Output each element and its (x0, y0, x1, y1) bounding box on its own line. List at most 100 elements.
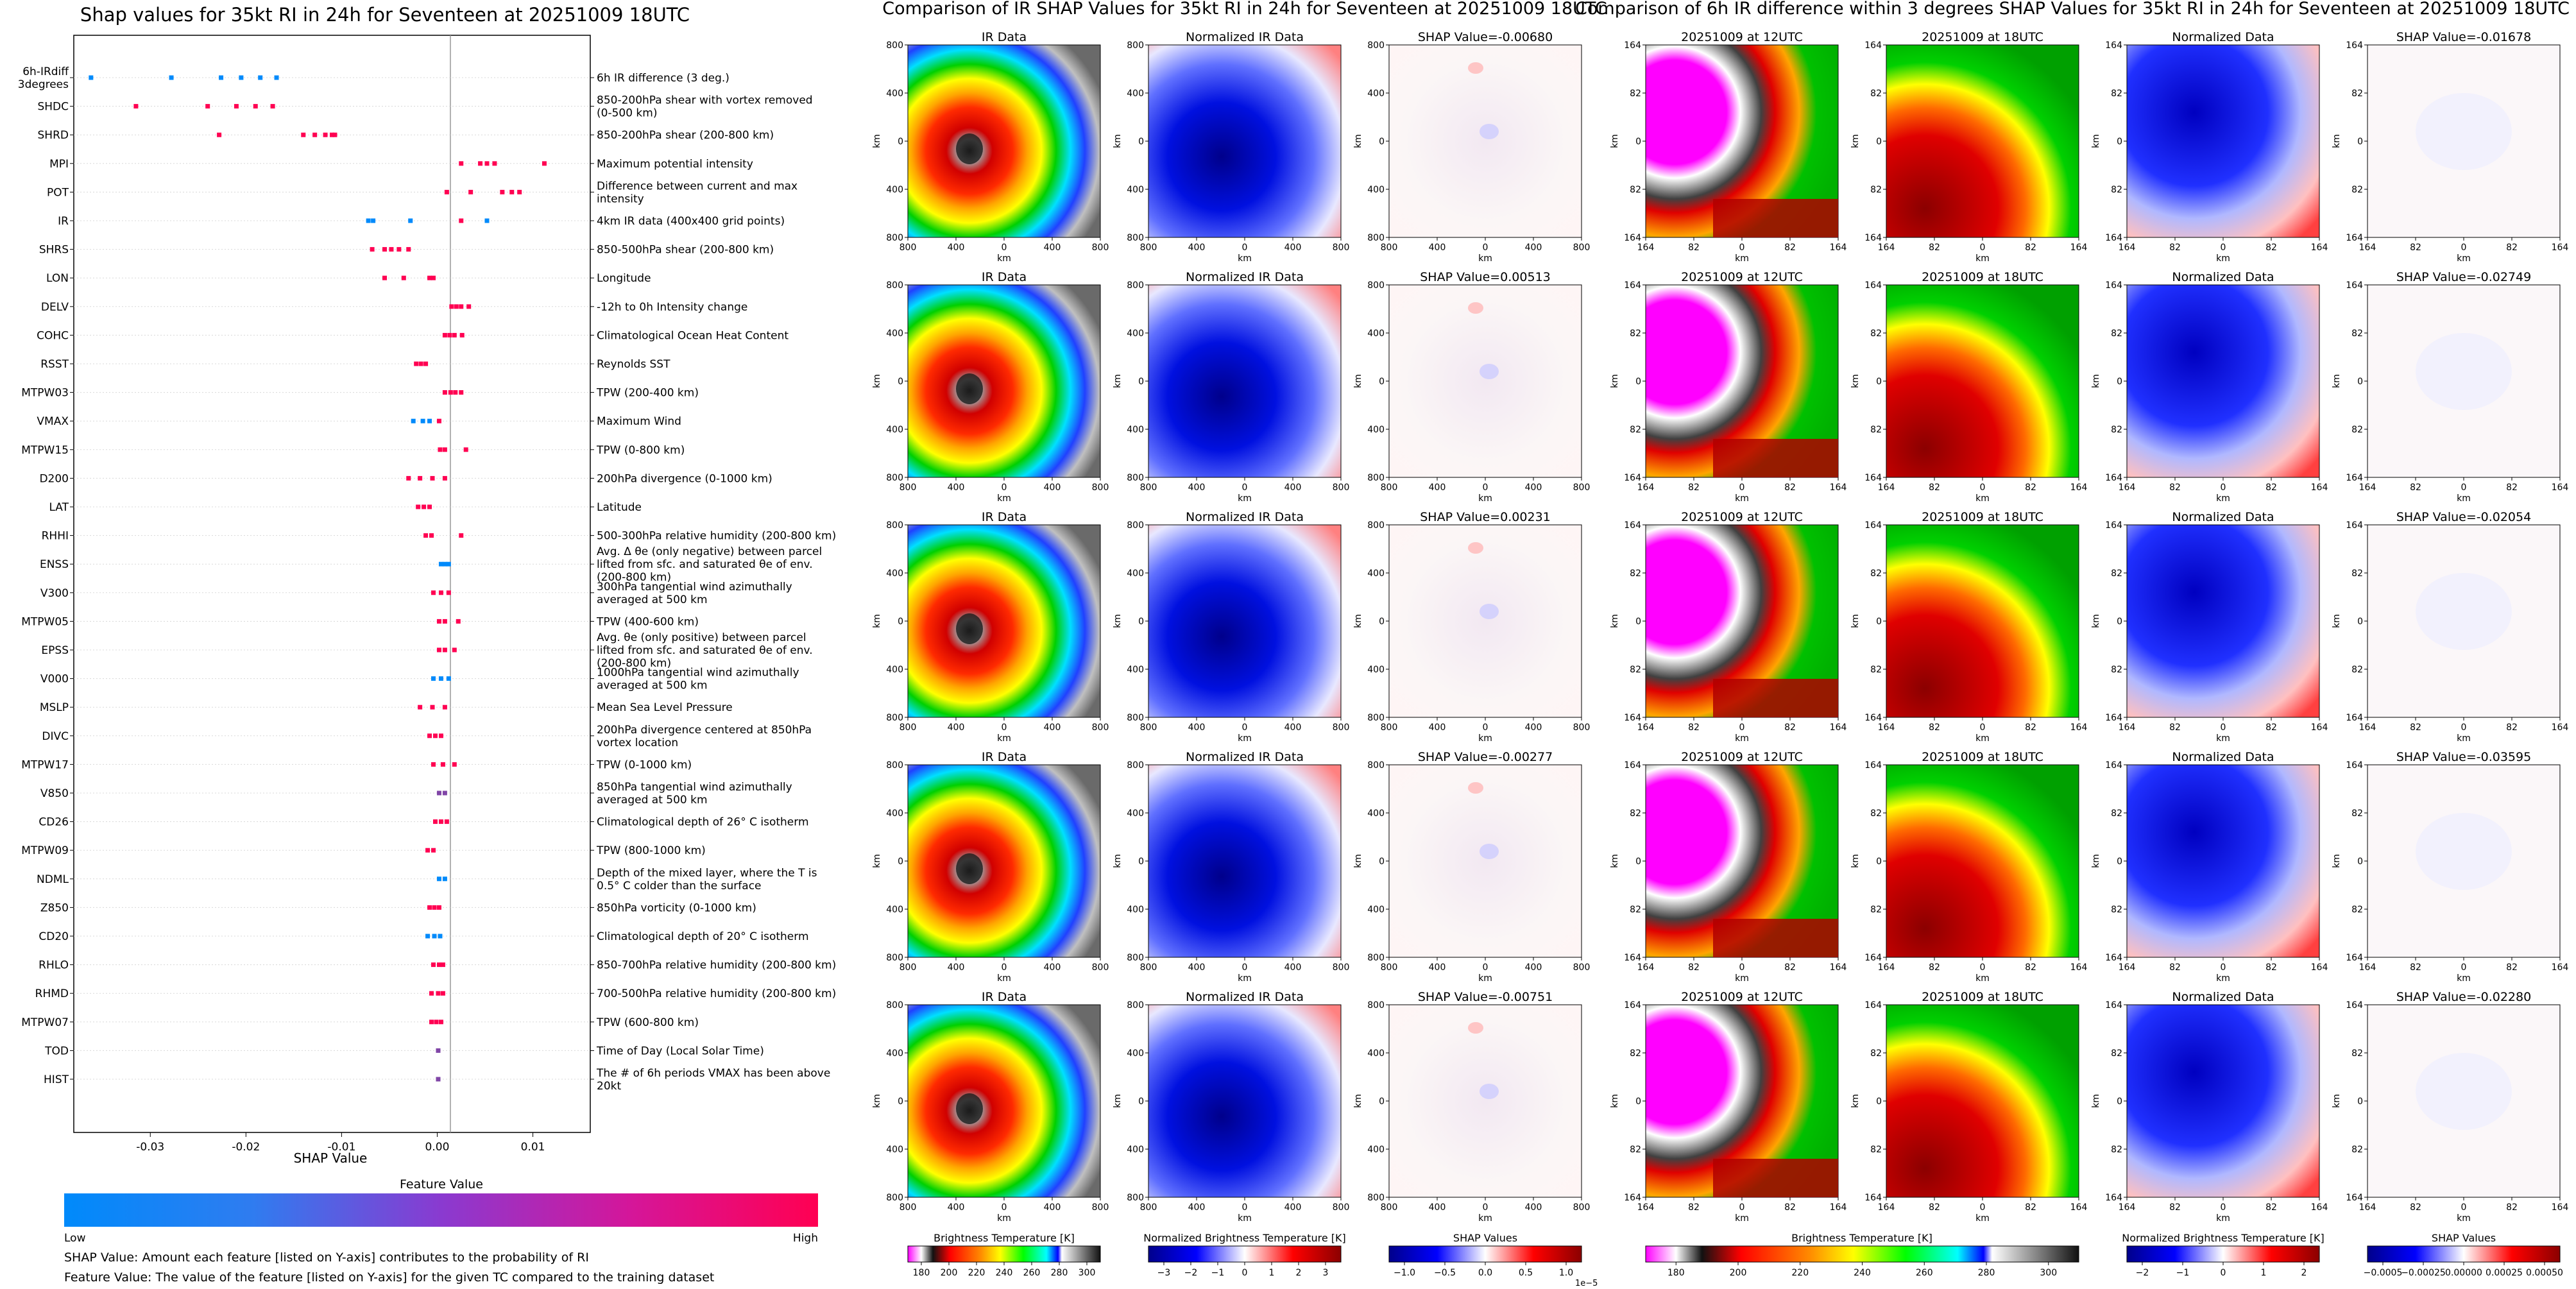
panel-y-tick-label: 164 (1864, 520, 1882, 531)
panel-y-tick-label: 164 (1864, 40, 1882, 51)
shap-feature-desc: 200hPa divergence centered at 850hPa vort… (597, 724, 812, 749)
panel-y-tick-label: 400 (1367, 89, 1385, 99)
panel-y-tick-label: 0 (2357, 377, 2363, 387)
panel-x-tick-label: 800 (1333, 962, 1350, 973)
shap-feature-name: NDML (37, 873, 69, 886)
panel-y-tick-label: 164 (2346, 473, 2363, 483)
panel-y-tick-label: 400 (1367, 329, 1385, 339)
panel-y-tick-label: 800 (1367, 713, 1385, 723)
shap-feature-name: MTPW05 (21, 615, 69, 628)
shap-feature-desc: Depth of the mixed layer, where the T is… (597, 867, 817, 892)
shap-point (442, 390, 447, 395)
shap-feature-desc: 850-700hPa relative humidity (200-800 km… (597, 959, 836, 972)
shap-feature-desc-line: 200hPa divergence centered at 850hPa (597, 724, 812, 737)
shap-feature-desc: The # of 6h periods VMAX has been above 2… (596, 1067, 830, 1093)
panel-y-tick-label: 400 (886, 905, 903, 915)
panel-y-tick-label: 82 (1870, 665, 1882, 675)
panel-y-axis-label: km (2332, 134, 2342, 148)
panel-x-tick-label: 400 (948, 1202, 965, 1213)
panel-y-axis-label: km (1850, 854, 1861, 868)
panel-y-tick-label: 800 (1367, 1193, 1385, 1203)
diff-red-band (1713, 1159, 1838, 1197)
panel-x-tick-label: 400 (948, 962, 965, 973)
ir-shap-blob-blue (1480, 844, 1499, 859)
shap-x-tick-label: 0.01 (521, 1141, 545, 1154)
diff-shap-blob (2416, 1053, 2512, 1130)
panel-x-tick-label: 0 (2461, 243, 2467, 253)
diff-cb1-label: Brightness Temperature [K] (1791, 1232, 1932, 1244)
panel-title: 20251009 at 12UTC (1681, 750, 1803, 764)
diff-cb1-ticks: 180 200 220 240 260 280 300 (1668, 1262, 2057, 1278)
shap-feature-name: MPI (49, 158, 69, 171)
panel-y-tick-label: 400 (1127, 185, 1144, 195)
shap-point (438, 561, 443, 567)
shap-feature-desc-line: Difference between current and max (597, 180, 798, 192)
ir-storm-eye (956, 613, 983, 644)
shap-feature-desc-line: vortex location (597, 737, 678, 749)
shap-point (423, 361, 429, 366)
colorbar-tick-label: −1 (1211, 1268, 1225, 1278)
panel-y-tick-label: 164 (2105, 953, 2122, 963)
panel-y-tick-label: 0 (1635, 137, 1641, 147)
shap-feature-name: MTPW07 (21, 1016, 69, 1029)
panel-x-tick-label: 0 (1483, 722, 1488, 733)
shap-feature-desc: 850hPa tangential wind azimuthally averag… (597, 781, 792, 807)
shap-point (427, 418, 432, 423)
panel-x-tick-label: 0 (1002, 962, 1007, 973)
panel-y-tick-label: 400 (886, 329, 903, 339)
shap-point (382, 275, 387, 280)
panel-y-tick-label: 400 (1367, 808, 1385, 819)
shap-point (429, 991, 434, 996)
shap-point (431, 962, 436, 968)
panel-title: Normalized IR Data (1186, 990, 1304, 1004)
colorbar-tick-label: 260 (1023, 1268, 1041, 1278)
shap-feature-name: V300 (40, 587, 69, 600)
panel-y-tick-label: 800 (1127, 40, 1144, 51)
panel-title: IR Data (982, 750, 1027, 764)
colorbar-tick-label: 0.0 (1478, 1268, 1492, 1278)
panel-x-tick-label: 400 (1188, 962, 1206, 973)
panel-x-tick-label: 82 (2265, 962, 2277, 973)
shap-feature-desc-line: lifted from sfc. and saturated θe of env… (597, 558, 813, 571)
colorbar-tick-label: 1.0 (1559, 1268, 1573, 1278)
panel-x-tick-label: 800 (1573, 962, 1591, 973)
panel-x-tick-label: 0 (2221, 243, 2226, 253)
colorbar-tick-label: 300 (1079, 1268, 1096, 1278)
panel-y-tick-label: 800 (886, 280, 903, 291)
panel-x-tick-label: 800 (900, 243, 917, 253)
colorbar-tick-label: −1 (2176, 1268, 2190, 1278)
panel-y-tick-label: 400 (1367, 425, 1385, 435)
ir-cb3-label: SHAP Values (1453, 1232, 1517, 1244)
panel-title: SHAP Value=-0.00751 (1418, 990, 1553, 1004)
diff-cb3-label: SHAP Values (2432, 1232, 2496, 1244)
shap-point (382, 247, 387, 252)
panel-x-tick-label: 800 (1092, 962, 1109, 973)
panel-x-tick-label: 0 (1980, 722, 1986, 733)
diff-red-band (1713, 439, 1838, 477)
shap-point (444, 819, 449, 824)
panel-x-axis-label: km (1478, 1213, 1492, 1224)
shap-point (440, 762, 445, 767)
shap-point (397, 247, 402, 252)
shap-feature-desc-line: Avg. θe (only positive) between parcel (597, 631, 806, 644)
panel-y-tick-label: 82 (2351, 808, 2363, 819)
ir-storm-eye (956, 1093, 983, 1124)
panel-x-tick-label: 164 (2070, 482, 2088, 493)
panel-x-axis-label: km (997, 733, 1011, 744)
shap-feature-desc: 850-200hPa shear with vortex removed (0-5… (597, 94, 813, 120)
panel-x-tick-label: 400 (1188, 482, 1206, 493)
panel-y-tick-label: 82 (1870, 329, 1882, 339)
shap-point (478, 161, 483, 166)
image-panel (1886, 524, 2079, 718)
panel-y-axis-label: km (1113, 614, 1123, 628)
panel-y-tick-label: 800 (886, 1000, 903, 1011)
panel-x-axis-label: km (1975, 1213, 1990, 1224)
shap-point (436, 905, 441, 910)
panel-y-tick-label: 0 (1876, 857, 1882, 867)
shap-point (442, 790, 447, 796)
shap-point (433, 733, 438, 738)
panel-x-tick-label: 800 (1140, 482, 1157, 493)
panel-y-axis-label: km (1353, 1094, 1363, 1108)
panel-title: SHAP Value=0.00231 (1420, 510, 1551, 524)
shap-feature-name: Z850 (40, 901, 69, 914)
